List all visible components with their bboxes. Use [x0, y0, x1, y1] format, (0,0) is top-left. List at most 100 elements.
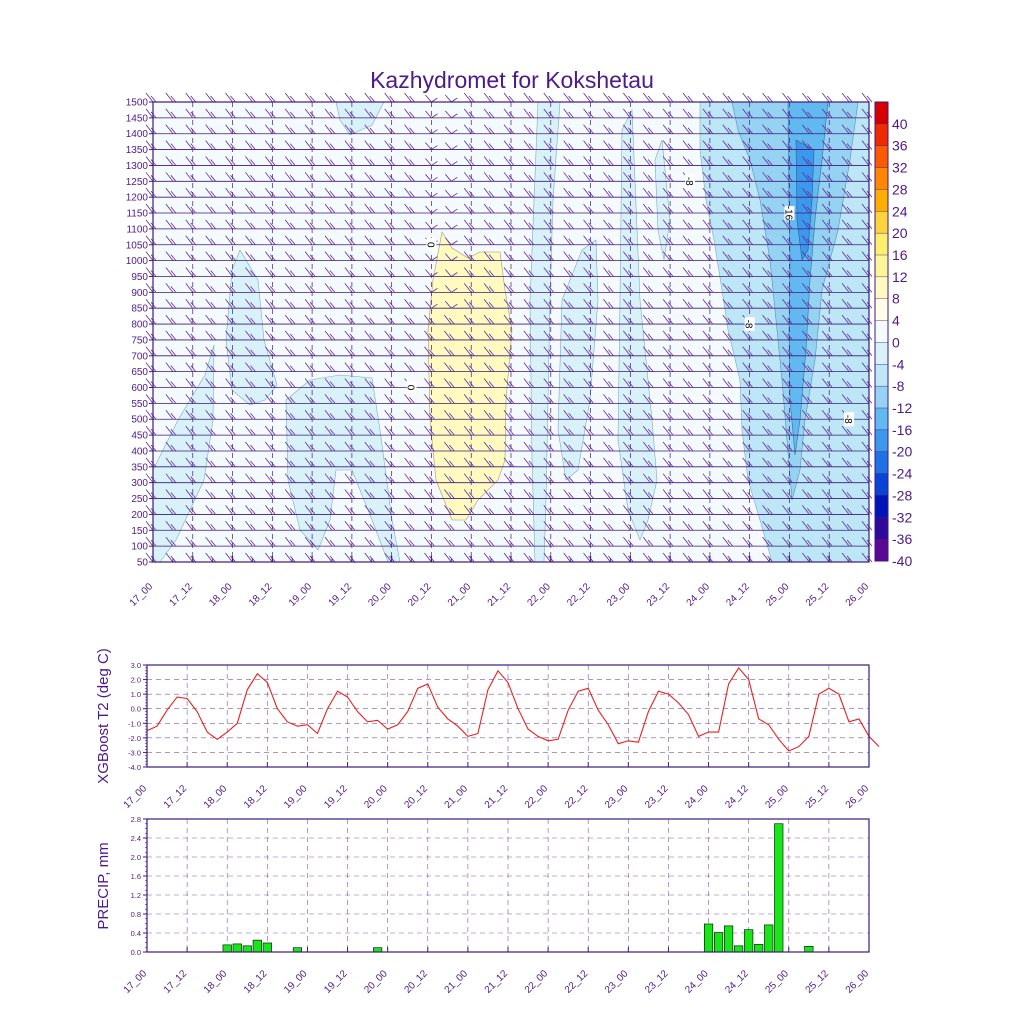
wind-barb	[463, 489, 475, 499]
wind-barb	[583, 203, 594, 214]
wind-barb	[662, 172, 674, 182]
wind-barb	[702, 441, 714, 452]
wind-barb	[165, 521, 177, 531]
wind-barb	[205, 283, 216, 293]
wind-barb	[165, 283, 177, 293]
wind-barb	[563, 552, 574, 563]
wind-barb	[503, 124, 515, 134]
wind-barb	[424, 521, 435, 531]
wind-barb	[185, 251, 197, 261]
y-tick-label-1100: 1100	[126, 224, 148, 235]
wind-barb	[225, 251, 236, 261]
wind-barb	[702, 251, 714, 261]
wind-barb	[503, 298, 515, 309]
wind-barb	[444, 362, 455, 372]
wind-barb	[225, 298, 236, 309]
wind-barb	[742, 187, 753, 198]
wind-barb	[762, 457, 773, 468]
wind-barb	[265, 219, 276, 230]
wind-barb	[185, 394, 197, 404]
colorbar-box-6	[874, 232, 889, 256]
wind-barb	[404, 92, 415, 103]
wind-barb	[682, 425, 694, 436]
wind-barb	[324, 346, 336, 357]
colorbar-label-36: 36	[892, 138, 908, 154]
wind-barb	[563, 140, 574, 150]
wind-barb	[265, 441, 276, 452]
wind-barb	[165, 156, 177, 166]
wind-barb	[642, 267, 654, 277]
y-tick-label-1150: 1150	[126, 209, 148, 220]
wind-barb	[364, 441, 376, 452]
wind-barb	[642, 187, 654, 198]
temperature-y-tick-label: 1.0	[131, 690, 141, 699]
wind-barb	[563, 314, 574, 325]
colorbar-box-4	[874, 189, 889, 212]
precip-bar-18_06	[242, 945, 252, 953]
wind-barb	[384, 267, 395, 277]
wind-barb	[165, 92, 177, 103]
wind-barb	[782, 378, 793, 388]
wind-barb	[702, 187, 714, 198]
wind-barb	[782, 187, 793, 198]
wind-barb	[304, 314, 316, 325]
wind-barb	[623, 251, 634, 261]
wind-barb	[324, 203, 336, 214]
wind-barb	[425, 285, 438, 293]
wind-barb	[543, 235, 555, 246]
wind-barb	[463, 314, 475, 325]
wind-barb	[762, 283, 773, 293]
temperature-y-tick-label: -1.0	[128, 719, 141, 728]
wind-barb	[463, 346, 475, 357]
wind-barb	[344, 473, 356, 483]
wind-barb	[324, 330, 336, 341]
wind-barb	[722, 298, 734, 309]
wind-barb	[543, 425, 555, 436]
colorbar-label-28: 28	[892, 181, 908, 197]
wind-barb	[722, 425, 734, 436]
wind-barb	[245, 267, 256, 277]
wind-barb	[642, 251, 654, 261]
wind-barb	[603, 219, 614, 230]
wind-barb	[821, 552, 833, 563]
wind-barb	[483, 235, 495, 246]
contour-label: 0	[405, 385, 416, 391]
wind-barb	[324, 457, 336, 468]
wind-barb	[623, 108, 634, 119]
wind-barb	[563, 235, 574, 246]
contour-label-bg	[844, 412, 855, 427]
wind-barb	[344, 505, 356, 515]
wind-barb	[364, 378, 376, 388]
wind-barb	[404, 314, 415, 325]
wind-barb	[782, 283, 793, 293]
wind-barb	[523, 298, 535, 309]
colorbar-box-13	[874, 385, 889, 409]
wind-barb	[384, 314, 395, 325]
wind-barb	[503, 283, 515, 293]
wind-barb	[364, 425, 376, 436]
wind-barb	[543, 457, 555, 468]
wind-barb	[702, 172, 714, 182]
wind-barb	[702, 362, 714, 372]
wind-barb	[682, 156, 694, 166]
cross-section-panel: 0 0 -8 -16 -8 -8 1500 1450 1400 1350 1300 1250 1200…	[126, 92, 873, 609]
wind-barb	[425, 126, 438, 135]
wind-barb	[463, 552, 475, 563]
wind-barb	[583, 330, 594, 341]
wind-barb	[503, 92, 515, 103]
wind-barb	[742, 425, 753, 436]
wind-barb	[841, 536, 853, 547]
wind-barb	[702, 219, 714, 230]
wind-barb	[404, 108, 415, 119]
wind-barb	[364, 457, 376, 468]
wind-barb	[642, 108, 654, 119]
wind-barb	[623, 92, 634, 103]
wind-barb	[762, 552, 773, 563]
wind-barb	[225, 346, 236, 357]
wind-barb	[503, 251, 515, 261]
wind-barb	[503, 473, 515, 483]
wind-barb	[185, 457, 197, 468]
wind-barb	[284, 346, 296, 357]
wind-barb	[304, 489, 316, 499]
wind-barb	[304, 457, 316, 468]
